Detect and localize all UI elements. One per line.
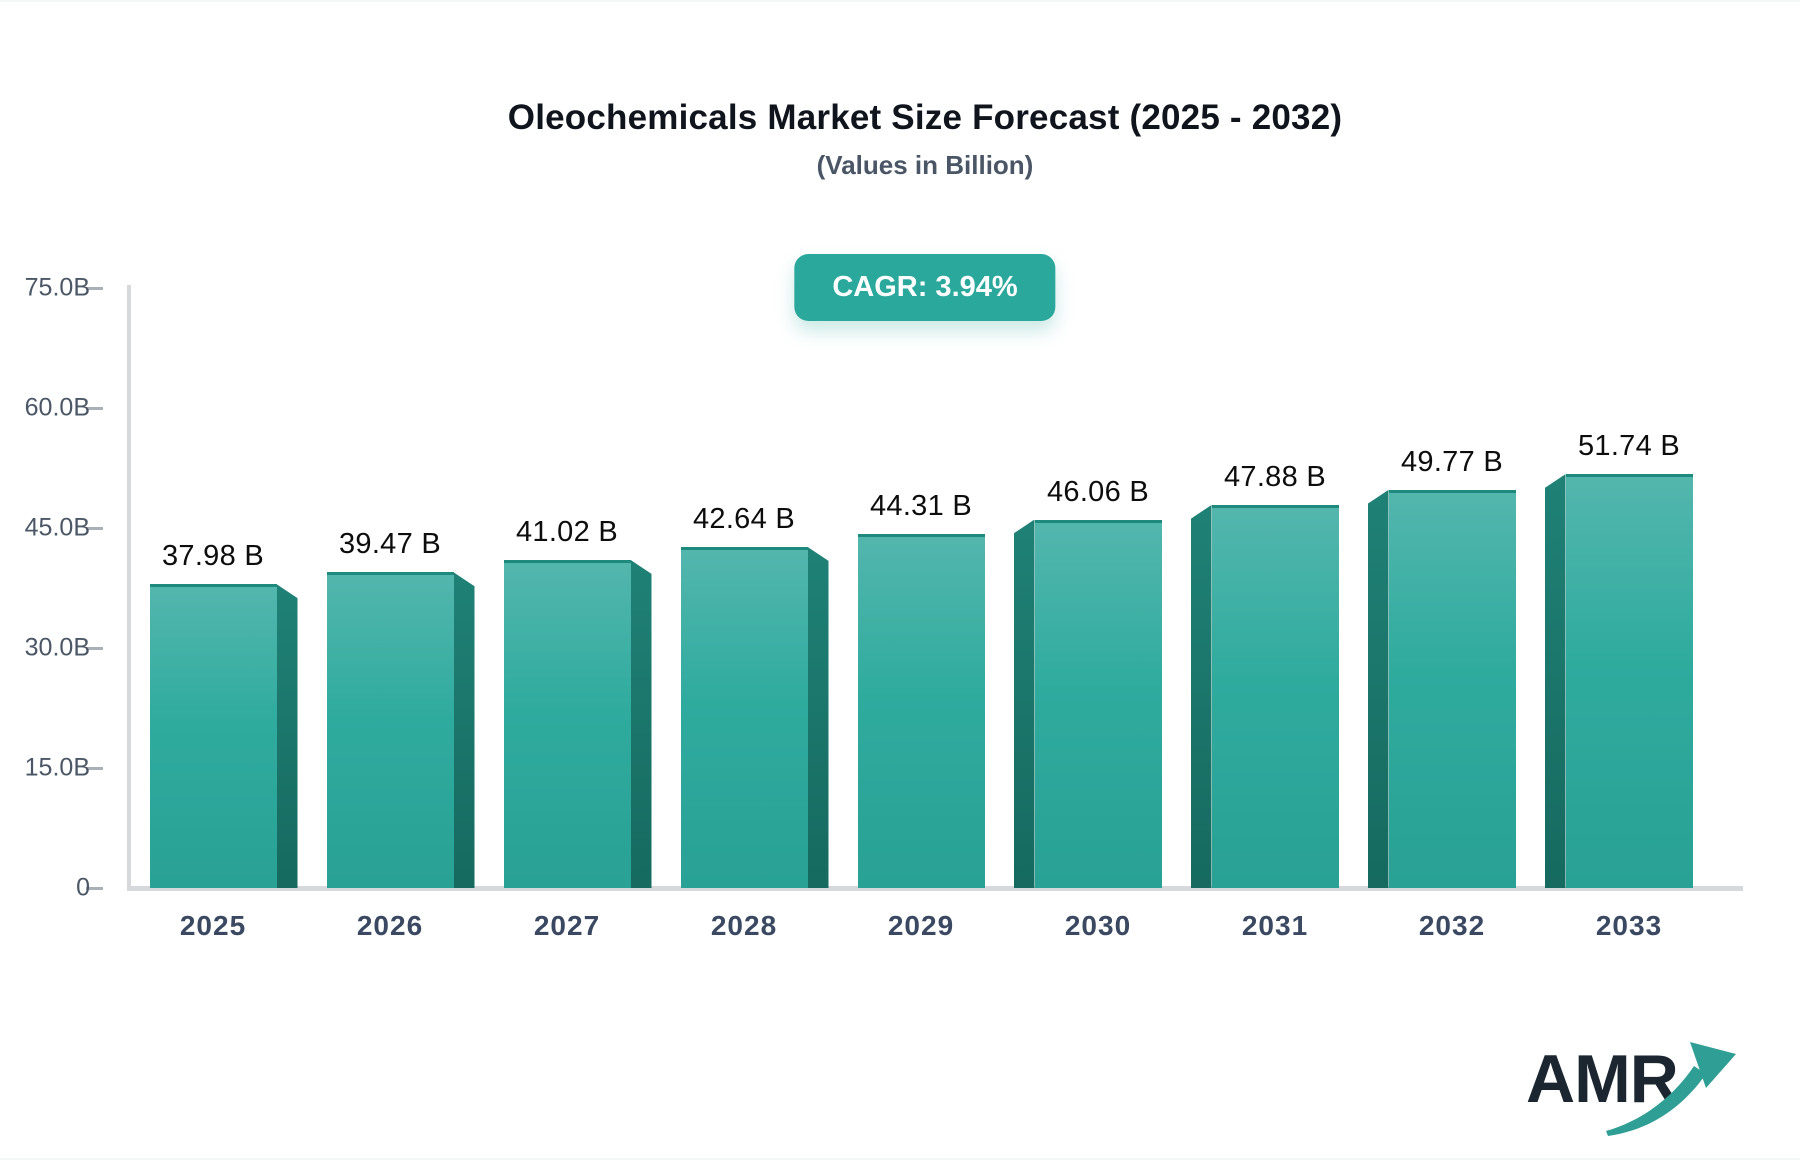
y-axis-label: 30.0B bbox=[24, 633, 90, 662]
y-axis-line bbox=[127, 285, 131, 890]
bar-value-label: 49.77 B bbox=[1400, 445, 1504, 478]
bar-side-face bbox=[1544, 474, 1566, 888]
y-axis-label: 60.0B bbox=[24, 393, 90, 422]
chart-title: Oleochemicals Market Size Forecast (2025… bbox=[507, 98, 1343, 137]
bar-value-label: 44.31 B bbox=[869, 489, 973, 522]
x-axis-label: 2026 bbox=[356, 910, 424, 941]
bar-face bbox=[857, 533, 985, 888]
bar-side-face bbox=[453, 572, 475, 888]
bar-value-label: 37.98 B bbox=[161, 540, 265, 573]
bar-side-face bbox=[1013, 519, 1035, 888]
y-axis-label: 45.0B bbox=[24, 513, 90, 542]
bar bbox=[1544, 474, 1693, 888]
chart-subtitle: (Values in Billion) bbox=[816, 150, 1034, 180]
bar bbox=[149, 584, 298, 888]
y-axis-label: 0 bbox=[76, 873, 90, 902]
y-axis-tick bbox=[86, 286, 103, 290]
y-axis-tick bbox=[86, 526, 103, 530]
bar bbox=[1190, 504, 1339, 888]
bar-face bbox=[326, 572, 454, 888]
x-axis-label: 2033 bbox=[1595, 910, 1663, 941]
x-axis-label: 2028 bbox=[710, 910, 778, 941]
x-axis-label: 2025 bbox=[179, 910, 247, 941]
x-axis-label: 2031 bbox=[1241, 910, 1309, 941]
bar-face bbox=[1565, 474, 1693, 888]
bar-face bbox=[1034, 519, 1162, 888]
growth-arrow-icon bbox=[1606, 1042, 1736, 1136]
bar-side-face bbox=[276, 584, 298, 888]
amr-logo-text: AMR bbox=[1526, 1041, 1678, 1117]
x-axis-label: 2030 bbox=[1064, 910, 1132, 941]
bar-face bbox=[680, 546, 808, 888]
bar-side-face bbox=[1367, 489, 1389, 888]
bar-value-label: 51.74 B bbox=[1577, 430, 1681, 463]
bar-value-label: 46.06 B bbox=[1046, 475, 1150, 508]
bar-side-face bbox=[807, 546, 829, 888]
y-axis-label: 75.0B bbox=[24, 273, 90, 302]
bar bbox=[680, 546, 829, 888]
bar-value-label: 39.47 B bbox=[338, 528, 442, 561]
y-axis-label: 15.0B bbox=[24, 753, 90, 782]
y-axis-tick bbox=[86, 406, 103, 410]
x-axis-baseline bbox=[127, 886, 1743, 891]
bar-face bbox=[1211, 504, 1339, 888]
bar-face bbox=[149, 584, 277, 888]
bar-side-face bbox=[1190, 504, 1212, 888]
x-axis-label: 2032 bbox=[1418, 910, 1486, 941]
bar-face bbox=[503, 559, 631, 888]
y-axis-tick bbox=[86, 886, 103, 890]
amr-logo: AMR bbox=[1526, 1041, 1736, 1136]
bar bbox=[326, 572, 475, 888]
x-axis-label: 2027 bbox=[533, 910, 601, 941]
bar bbox=[503, 559, 652, 888]
bar-value-label: 41.02 B bbox=[515, 515, 619, 548]
y-axis-tick bbox=[86, 646, 103, 650]
bar bbox=[857, 533, 985, 888]
y-axis-tick bbox=[86, 766, 103, 770]
bar-face bbox=[1388, 489, 1516, 888]
bar bbox=[1367, 489, 1516, 888]
x-axis-label: 2029 bbox=[887, 910, 955, 941]
bar-value-label: 47.88 B bbox=[1223, 460, 1327, 493]
cagr-badge: CAGR: 3.94% bbox=[794, 254, 1056, 321]
bar-side-face bbox=[630, 559, 652, 888]
bar bbox=[1013, 519, 1162, 888]
bar-value-label: 42.64 B bbox=[692, 502, 796, 535]
